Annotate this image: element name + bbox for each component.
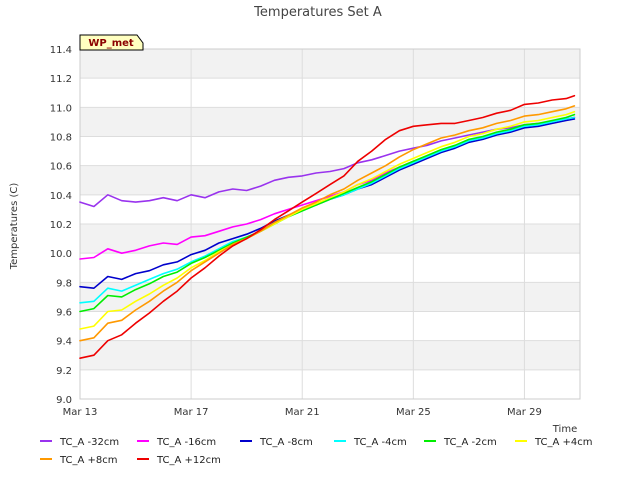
legend-swatch	[334, 440, 346, 442]
legend-entry: TC_A -8cm	[240, 436, 313, 454]
x-axis-label: Time	[552, 424, 577, 435]
series-line-tc-a-12cm	[79, 94, 576, 360]
plot-bands	[80, 49, 580, 399]
plot-band	[80, 369, 580, 399]
y-tick-label: 10.6	[50, 162, 72, 173]
y-tick-label: 10.4	[50, 191, 72, 202]
grid-lines	[79, 48, 580, 400]
y-tick-label: 10.8	[50, 133, 72, 144]
chart-legend: TC_A -32cm TC_A -16cm TC_A -8cm TC_A -4cm TC…	[40, 436, 640, 472]
plot-band	[80, 49, 580, 79]
y-tick-label: 9.0	[56, 395, 72, 406]
y-tick-label: 11.4	[50, 45, 72, 56]
x-tick-label: Mar 13	[63, 407, 98, 418]
y-tick-labels: 9.0 9.2 9.4 9.6 9.8 10.0 10.2 10.4 10.6 10.8 11.0 1…	[50, 45, 72, 406]
x-tick-labels: Mar 13 Mar 17 Mar 21 Mar 25 Mar 29	[63, 407, 542, 418]
legend-swatch	[424, 440, 436, 442]
legend-label: TC_A -4cm	[354, 437, 407, 448]
plot-band	[80, 253, 580, 283]
y-tick-label: 10.0	[50, 249, 72, 260]
y-tick-label: 11.0	[50, 103, 72, 114]
legend-entry: TC_A -32cm	[40, 436, 119, 454]
legend-swatch	[137, 440, 149, 442]
legend-entry: TC_A -16cm	[137, 436, 216, 454]
plot-band	[80, 282, 580, 312]
plot-band	[80, 78, 580, 108]
station-label: WP_met	[88, 38, 134, 49]
legend-entry: TC_A -2cm	[424, 436, 497, 454]
y-tick-label: 10.2	[50, 220, 72, 231]
legend-entry: TC_A +8cm	[40, 454, 118, 472]
plot-band	[80, 311, 580, 341]
chart-title: Temperatures Set A	[253, 5, 382, 20]
series-line-tc-a-2cm	[79, 113, 576, 313]
x-tick-label: Mar 25	[396, 407, 431, 418]
legend-row: TC_A -32cm TC_A -16cm TC_A -8cm TC_A -4cm TC…	[40, 436, 640, 454]
y-tick-label: 9.2	[56, 366, 72, 377]
y-tick-label: 11.2	[50, 74, 72, 85]
legend-swatch	[137, 458, 149, 460]
x-tick-label: Mar 17	[174, 407, 209, 418]
plot-band	[80, 136, 580, 166]
y-tick-label: 9.8	[56, 278, 72, 289]
station-annotation: WP_met	[79, 34, 144, 51]
plot-band	[80, 165, 580, 195]
legend-label: TC_A +12cm	[157, 455, 221, 466]
legend-entry: TC_A +4cm	[515, 436, 593, 454]
legend-label: TC_A -8cm	[260, 437, 313, 448]
x-tick-label: Mar 21	[285, 407, 320, 418]
legend-label: TC_A -16cm	[157, 437, 217, 448]
legend-entry: TC_A -4cm	[334, 436, 407, 454]
legend-label: TC_A -32cm	[60, 437, 120, 448]
legend-label: TC_A +4cm	[535, 437, 593, 448]
y-tick-label: 9.4	[56, 337, 72, 348]
series-line-tc-a-4cm	[79, 110, 576, 330]
series-line-tc-a-8cm	[79, 105, 576, 342]
series-lines	[79, 94, 576, 360]
y-tick-label: 9.6	[56, 308, 72, 319]
y-axis-label: Temperatures (C)	[9, 183, 20, 271]
legend-label: TC_A -2cm	[444, 437, 497, 448]
legend-row: TC_A +8cm TC_A +12cm	[40, 454, 640, 472]
legend-swatch	[40, 458, 52, 460]
legend-swatch	[515, 440, 527, 442]
legend-swatch	[40, 440, 52, 442]
plot-area	[79, 48, 581, 400]
plot-band	[80, 224, 580, 254]
x-tick-label: Mar 29	[507, 407, 542, 418]
legend-label: TC_A +8cm	[60, 455, 118, 466]
legend-swatch	[240, 440, 252, 442]
plot-band	[80, 340, 580, 370]
legend-entry: TC_A +12cm	[137, 454, 221, 472]
